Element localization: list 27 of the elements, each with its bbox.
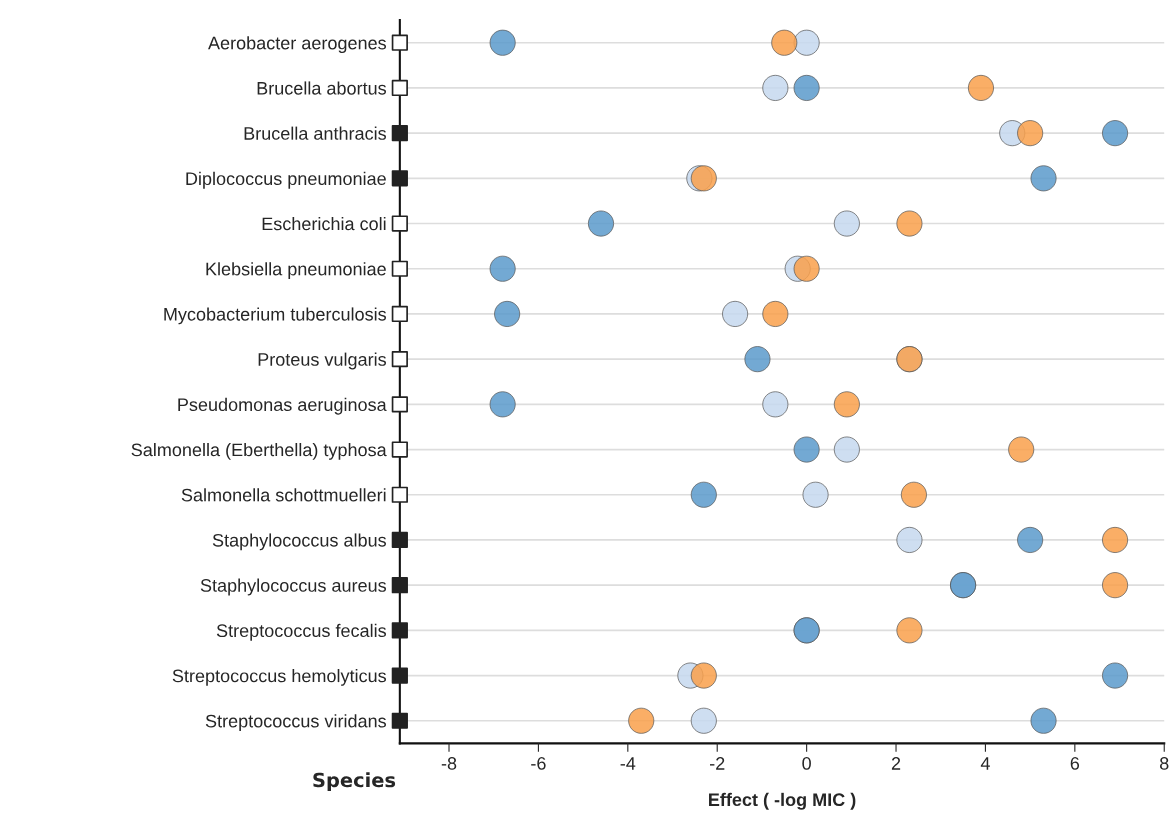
x-tick-label: -8 <box>441 757 457 770</box>
y-tick-label: Salmonella (Eberthella) typhosa <box>131 443 387 460</box>
x-tick-label: -4 <box>620 757 636 770</box>
x-tick-label: 0 <box>802 757 811 770</box>
x-tick-label: 4 <box>980 757 990 770</box>
y-tick-label: Staphylococcus aureus <box>200 578 386 596</box>
x-tick-label: -6 <box>531 757 546 770</box>
y-tick-label: Streptococcus viridans <box>205 714 386 732</box>
y-tick-label: Mycobacterium tuberculosis <box>164 307 387 325</box>
y-tick-label: Staphylococcus albus <box>212 533 386 551</box>
x-axis-title: Effect ( -log MIC ) <box>709 792 856 810</box>
y-tick-label: Streptococcus hemolyticus <box>172 669 386 686</box>
y-tick-label: Streptococcus fecalis <box>216 623 386 641</box>
y-axis-title: Species <box>313 772 396 792</box>
y-tick-label: Aerobacter aerogenes <box>208 36 387 54</box>
x-tick-label: 2 <box>891 757 901 770</box>
x-tick-label: -2 <box>710 757 725 770</box>
y-tick-label: Proteus vulgaris <box>258 352 386 370</box>
y-tick-label: Brucella abortus <box>257 81 386 95</box>
y-tick-label: Brucella anthracis <box>244 126 386 140</box>
y-tick-label: Klebsiella pneumoniae <box>206 262 386 280</box>
y-tick-label: Pseudomonas aeruginosa <box>178 397 387 415</box>
x-tick-label: 8 <box>1160 757 1169 770</box>
x-tick-label: 6 <box>1070 757 1080 770</box>
y-tick-label: Diplococcus pneumoniae <box>186 171 386 189</box>
y-tick-label: Escherichia coli <box>262 217 386 231</box>
y-tick-label: Salmonella schottmuelleri <box>181 488 386 502</box>
